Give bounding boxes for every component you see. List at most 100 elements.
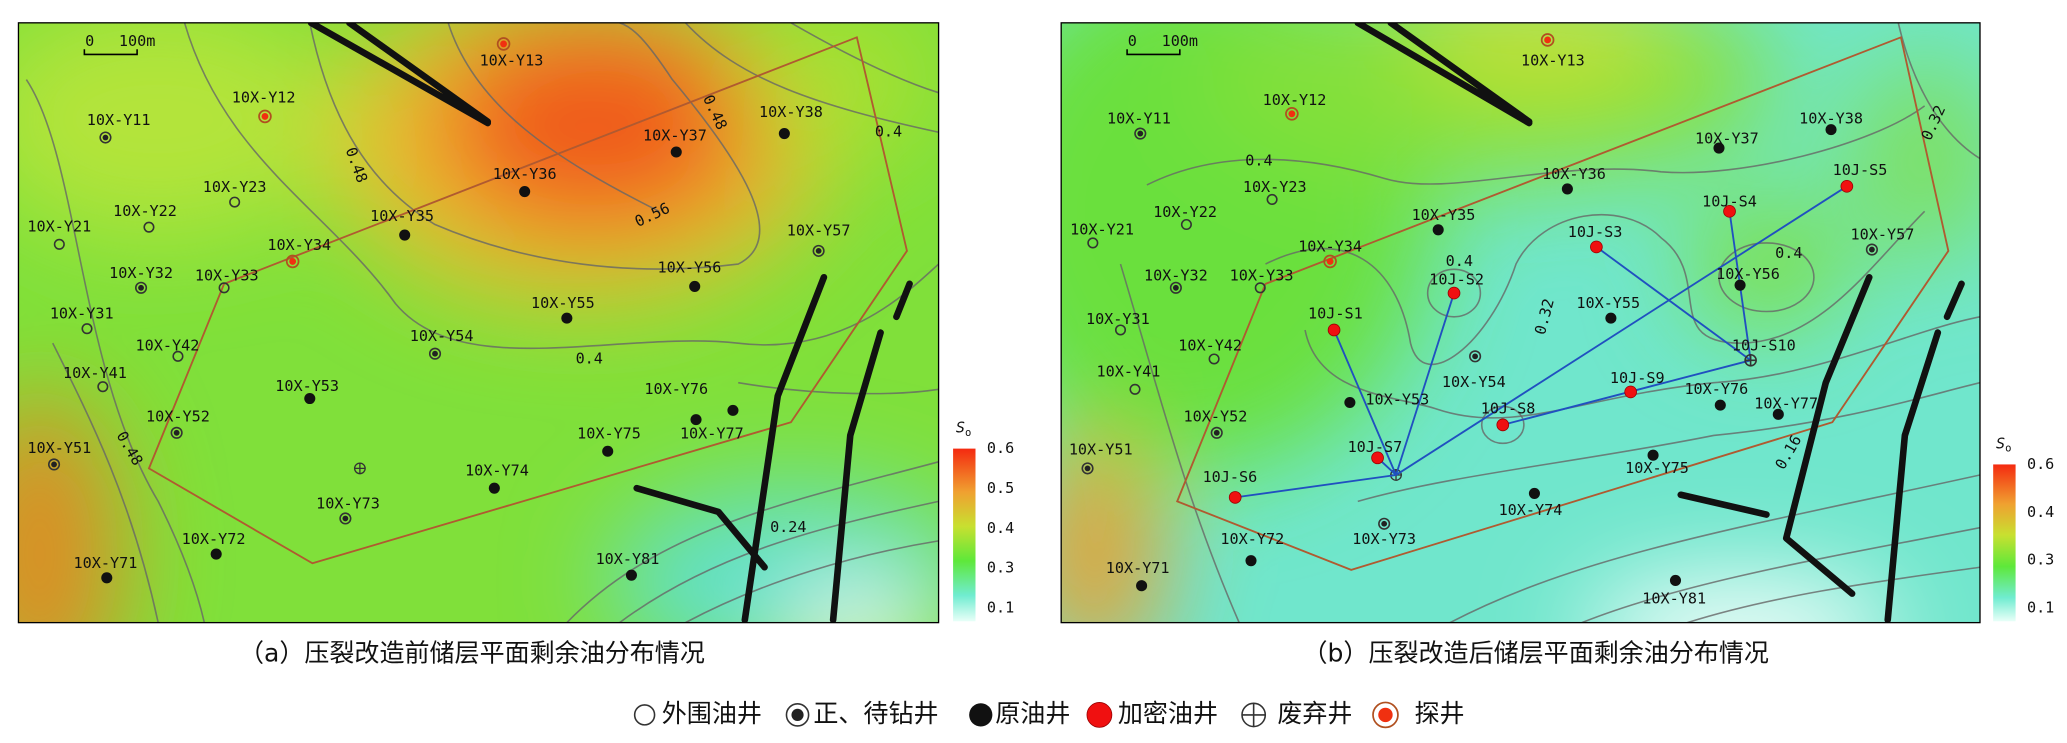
legend-label: 外围油井 [662,699,762,728]
contour-label: 0.4 [875,123,902,141]
well-label: 10X-Y41 [63,364,127,382]
well-original [625,569,637,581]
symbol [1172,284,1179,291]
symbol [1528,487,1540,499]
well-label: 10X-Y75 [577,425,641,443]
symbol [170,426,183,439]
well-label: 10X-Y53 [1365,390,1429,408]
well-label: 10X-Y37 [1695,129,1759,147]
symbol [1084,465,1091,472]
well-label: 10X-Y73 [316,494,380,512]
legend-label: 探井 [1414,699,1464,728]
well-original [1432,224,1444,236]
symbol [1134,127,1147,140]
symbol [1323,254,1337,269]
well-exploration [1540,33,1555,47]
symbol [1344,396,1356,409]
well-label: 10X-Y77 [1754,394,1818,412]
well-original [1713,142,1725,154]
well-original [1605,312,1617,324]
well-label: 10X-Y32 [109,264,173,282]
well-label: 10J-S2 [1429,270,1484,288]
well-original [690,414,702,426]
symbol [101,572,113,584]
symbol [1647,449,1659,461]
symbol [210,548,222,560]
symbol [1371,451,1384,465]
symbol [1544,36,1552,44]
well-original [561,312,573,324]
well-original [519,186,531,198]
well-label: 10X-Y72 [1220,530,1284,548]
well-original [778,128,790,140]
well-ring [134,281,148,294]
well-label: 10X-Y36 [493,165,557,183]
well-outer [81,323,93,335]
well-original [969,703,993,727]
well-original [1669,574,1682,586]
well-exploration [496,37,511,51]
symbol [1432,224,1444,236]
symbol [812,244,825,257]
well-label: 10X-Y33 [195,266,259,284]
symbol [602,445,614,457]
symbol [778,128,790,140]
well-abandoned [1241,702,1267,728]
symbol [1540,33,1555,47]
well-ring [99,131,112,144]
symbol [1242,703,1266,727]
well-label: 10X-Y22 [1153,203,1217,221]
contour-label: 0.4 [1775,244,1802,262]
symbol [143,221,155,233]
well-ring [1865,243,1878,256]
well-label: 10X-Y36 [1542,165,1606,183]
well-label: 10X-Y37 [643,127,707,145]
symbol [399,229,411,241]
well-original [1647,449,1659,461]
symbol [727,404,739,416]
well-label: 10X-Y13 [480,52,544,70]
symbol [1381,520,1388,527]
well-label: 10X-Y54 [410,327,474,345]
well-outer [172,350,184,362]
well-label: 10X-Y31 [50,305,114,323]
symbol [1714,399,1726,411]
symbol [339,512,352,525]
well-ring [1210,426,1223,439]
symbol [625,569,637,581]
well-ring [1469,350,1482,363]
legend-label: 原油井 [995,699,1070,728]
symbol [285,254,300,269]
well-outer [633,704,656,726]
well-label: 10X-Y11 [87,111,151,129]
well-label: 10X-Y71 [74,554,138,572]
well-ring [1081,462,1094,475]
well-outer [143,221,155,233]
well-infill [1327,323,1341,337]
symbol [1713,142,1725,154]
symbol [173,429,180,436]
well-label: 10J-S10 [1732,336,1796,354]
symbol [670,146,682,158]
well-original [1772,408,1784,420]
well-ring [1378,517,1391,530]
well-ring [812,244,825,257]
well-label: 10X-Y54 [1442,373,1506,391]
symbol [172,350,184,362]
well-label: 10X-Y33 [1230,266,1294,284]
well-infill [1228,491,1242,504]
contour-label: 0.4 [576,349,603,367]
well-original [670,146,682,158]
colorbar-tick-label: 0.1 [987,599,1014,617]
well-outer [1254,282,1266,294]
symbol [488,482,500,494]
fracture-line [1235,474,1397,499]
fracture-line [1395,185,1848,476]
colorbar-title: So [1996,434,2011,455]
symbol [1087,237,1099,249]
symbol [428,347,442,360]
fracture-line [1333,329,1397,476]
symbol [500,40,507,48]
well-original [1714,399,1726,411]
well-outer [229,196,241,208]
